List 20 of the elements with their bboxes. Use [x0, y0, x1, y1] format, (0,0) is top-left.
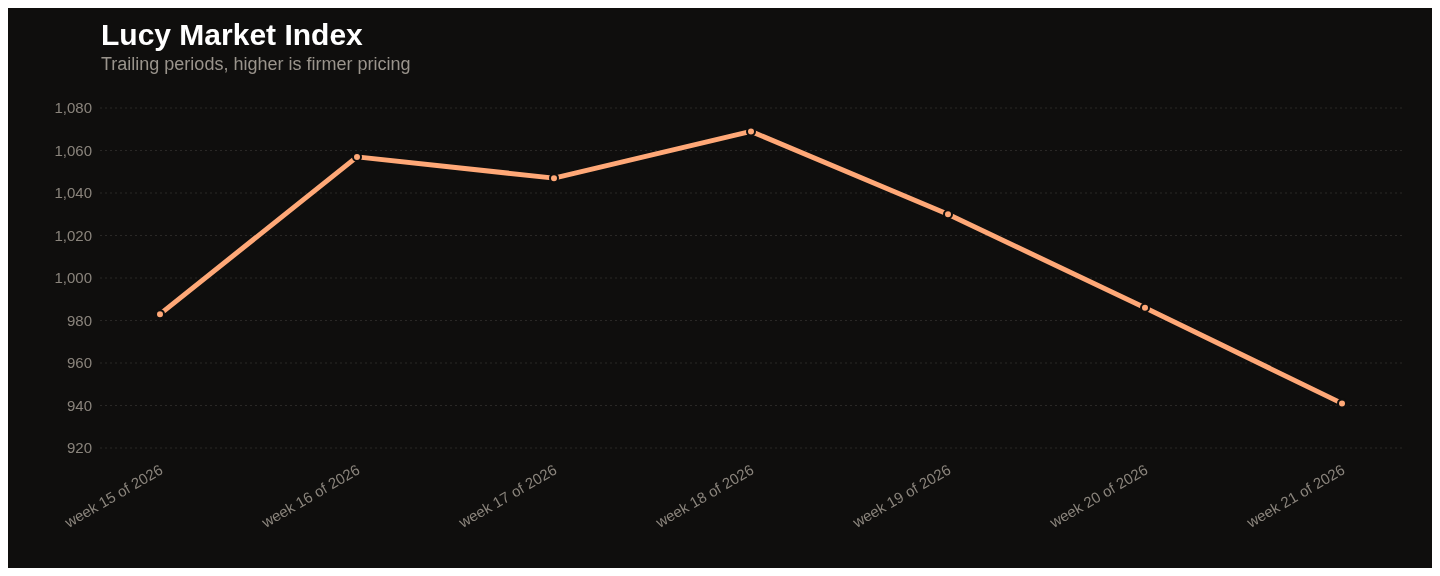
x-tick-label: week 19 of 2026 [848, 460, 954, 532]
x-tick-label: week 16 of 2026 [257, 460, 363, 532]
point [943, 209, 953, 220]
x-tick-label: week 20 of 2026 [1045, 460, 1151, 532]
y-tick-label: 920 [66, 439, 92, 457]
y-tick-label: 980 [66, 311, 92, 329]
y-tick-label: 940 [66, 396, 92, 414]
y-tick-label: 1,040 [54, 184, 92, 202]
y-tick-label: 1,080 [54, 99, 92, 117]
y-tick-label: 960 [66, 354, 92, 372]
x-tick-label: week 17 of 2026 [454, 460, 560, 532]
x-tick-label: week 18 of 2026 [651, 460, 757, 532]
y-tick-label: 1,020 [54, 226, 92, 244]
chart-title: Lucy Market Index [101, 18, 364, 52]
point [1140, 302, 1150, 313]
y-tick-label: 1,000 [54, 269, 92, 287]
chart-subtitle: Trailing periods, higher is firmer pricing [101, 54, 411, 75]
x-tick-label: week 21 of 2026 [1242, 460, 1348, 532]
y-tick-label: 1,060 [54, 141, 92, 159]
x-tick-label: week 15 of 2026 [60, 460, 166, 532]
